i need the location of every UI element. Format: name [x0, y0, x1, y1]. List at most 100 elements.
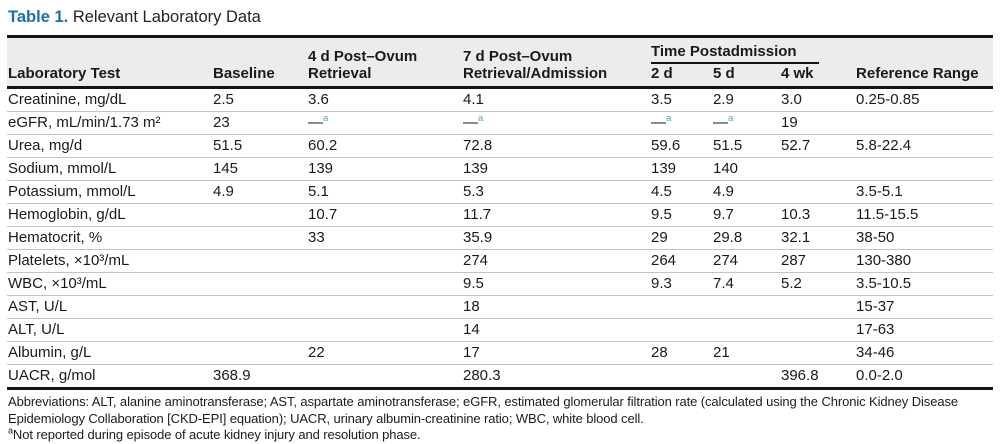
row-label-test: Urea, mg/d	[7, 134, 212, 158]
cell-ref	[855, 157, 993, 181]
cell-post7d: 18	[462, 295, 650, 319]
cell-post4d: 3.6	[308, 91, 329, 108]
table-row: Potassium, mmol/L 4.9 5.1 5.3 4.5 4.9 3.5-5.1	[7, 180, 993, 204]
table-title-text: Relevant Laboratory Data	[72, 8, 261, 26]
table-row: Sodium, mmol/L 145 139 139 139 140	[7, 157, 993, 181]
cell-post4d: 139	[307, 157, 462, 181]
table-row: Platelets, ×10³/mL 274 264 274 287 130-380	[7, 249, 993, 273]
cell-d5: 29.8	[712, 226, 780, 250]
cell-d5: 9.7	[712, 203, 780, 227]
cell-d5: 140	[712, 157, 780, 181]
cell-d5	[712, 364, 780, 389]
cell-post4d	[307, 272, 462, 296]
cell-baseline	[212, 226, 307, 250]
cell-d2	[650, 318, 712, 342]
cell-baseline: 145	[212, 157, 307, 181]
cell-baseline: 4.9	[212, 180, 307, 204]
cell-d2: 9.5	[650, 203, 712, 227]
cell-wk4	[780, 157, 856, 181]
cell-wk4	[780, 295, 856, 319]
cell-d2: 59.6	[650, 134, 712, 158]
row-label-test: AST, U/L	[7, 295, 212, 319]
cell-post4d	[307, 364, 462, 389]
lab-data-table: Laboratory Test Baseline 4 d Post–Ovum R…	[7, 35, 993, 390]
footnote-marker: a	[8, 425, 13, 436]
row-label-test: Sodium, mmol/L	[7, 157, 212, 181]
cell-d2	[650, 364, 712, 389]
col-header-7d-post-ovum-retrieval-admission: 7 d Post–Ovum Retrieval/Admission	[462, 36, 650, 88]
cell-wk4	[780, 341, 856, 365]
col-header-reference-range: Reference Range	[855, 36, 993, 88]
table-row: UACR, g/mol 368.9 280.3 396.8 0.0-2.0	[7, 364, 993, 389]
row-label-test: UACR, g/mol	[7, 364, 212, 389]
cell-baseline	[212, 318, 307, 342]
cell-d5: 4.9	[712, 180, 780, 204]
cell-d5: 2.9	[713, 91, 734, 108]
cell-d2: 3.5	[651, 91, 672, 108]
cell-ref: 0.0-2.0	[855, 364, 993, 389]
col-header-laboratory-test: Laboratory Test	[7, 36, 212, 88]
cell-ref: 3.5-5.1	[855, 180, 993, 204]
cell-baseline: 23	[212, 111, 307, 135]
cell-wk4: 10.3	[780, 203, 856, 227]
cell-ref: 38-50	[855, 226, 993, 250]
table-row: AST, U/L 18 15-37	[7, 295, 993, 319]
row-label-test: Hematocrit, %	[7, 226, 212, 250]
cell-post7d: 11.7	[462, 203, 650, 227]
cell-baseline: 368.9	[212, 364, 307, 389]
row-label-test: Platelets, ×10³/mL	[7, 249, 212, 273]
cell-ref: 17-63	[855, 318, 993, 342]
col-header-2d: 2 d	[650, 64, 712, 88]
cell-baseline: 2.5	[213, 91, 234, 108]
cell-post4d	[307, 318, 462, 342]
row-label-test: ALT, U/L	[7, 318, 212, 342]
cell-post7d: 4.1	[463, 91, 484, 108]
header-row-sub: 2 d 5 d 4 wk	[7, 64, 993, 88]
row-label-test: Potassium, mmol/L	[7, 180, 212, 204]
table-row: WBC, ×10³/mL 9.5 9.3 7.4 5.2 3.5-10.5	[7, 272, 993, 296]
cell-post7d: 274	[462, 249, 650, 273]
cell-baseline	[212, 341, 307, 365]
cell-wk4: 287	[780, 249, 856, 273]
row-label-test: WBC, ×10³/mL	[7, 272, 212, 296]
cell-ref: 0.25-0.85	[856, 91, 920, 108]
cell-d5: 7.4	[712, 272, 780, 296]
cell-post7d: —a	[462, 111, 650, 135]
header-row-main: Laboratory Test Baseline 4 d Post–Ovum R…	[7, 36, 993, 88]
cell-post7d: 35.9	[462, 226, 650, 250]
cell-post4d: 22	[307, 341, 462, 365]
cell-ref: 5.8-22.4	[855, 134, 993, 158]
table-row: Albumin, g/L 22 17 28 21 34-46	[7, 341, 993, 365]
col-header-5d: 5 d	[712, 64, 780, 88]
row-label-test: eGFR, mL/min/1.73 m²	[7, 111, 212, 135]
table-number-label: Table 1.	[8, 8, 69, 26]
cell-baseline	[212, 272, 307, 296]
cell-wk4: 5.2	[780, 272, 856, 296]
cell-d2: 264	[650, 249, 712, 273]
cell-post7d: 5.3	[462, 180, 650, 204]
cell-d2: 9.3	[650, 272, 712, 296]
cell-ref: 130-380	[855, 249, 993, 273]
col-header-4d-post-ovum-retrieval: 4 d Post–Ovum Retrieval	[307, 36, 462, 88]
cell-post7d: 14	[462, 318, 650, 342]
cell-post7d: 280.3	[462, 364, 650, 389]
table-title: Table 1. Relevant Laboratory Data	[8, 6, 993, 28]
footnote-marker: a	[478, 113, 484, 124]
cell-wk4: 32.1	[780, 226, 856, 250]
cell-post7d: 72.8	[462, 134, 650, 158]
table-row: ALT, U/L 14 17-63	[7, 318, 993, 342]
cell-d2: 4.5	[650, 180, 712, 204]
cell-ref	[855, 111, 993, 135]
time-postadmission-label: Time Postadmission	[651, 43, 820, 64]
cell-d2: —a	[650, 111, 712, 135]
cell-post7d: 9.5	[462, 272, 650, 296]
cell-baseline	[212, 295, 307, 319]
abbreviations-note: Abbreviations: ALT, alanine aminotransfe…	[8, 394, 958, 426]
footnote-a: aNot reported during episode of acute ki…	[8, 425, 421, 442]
table-row: Hemoglobin, g/dL 10.7 11.7 9.5 9.7 10.3 11.5-1…	[7, 203, 993, 227]
cell-wk4: 3.0	[781, 91, 802, 108]
cell-d5: 274	[712, 249, 780, 273]
table-row: Creatinine, mg/dL 2.5 3.6 4.1 3.5 2.9 3.0 0.25-…	[7, 88, 993, 112]
cell-baseline: 51.5	[212, 134, 307, 158]
row-label-test: Creatinine, mg/dL	[8, 91, 127, 108]
